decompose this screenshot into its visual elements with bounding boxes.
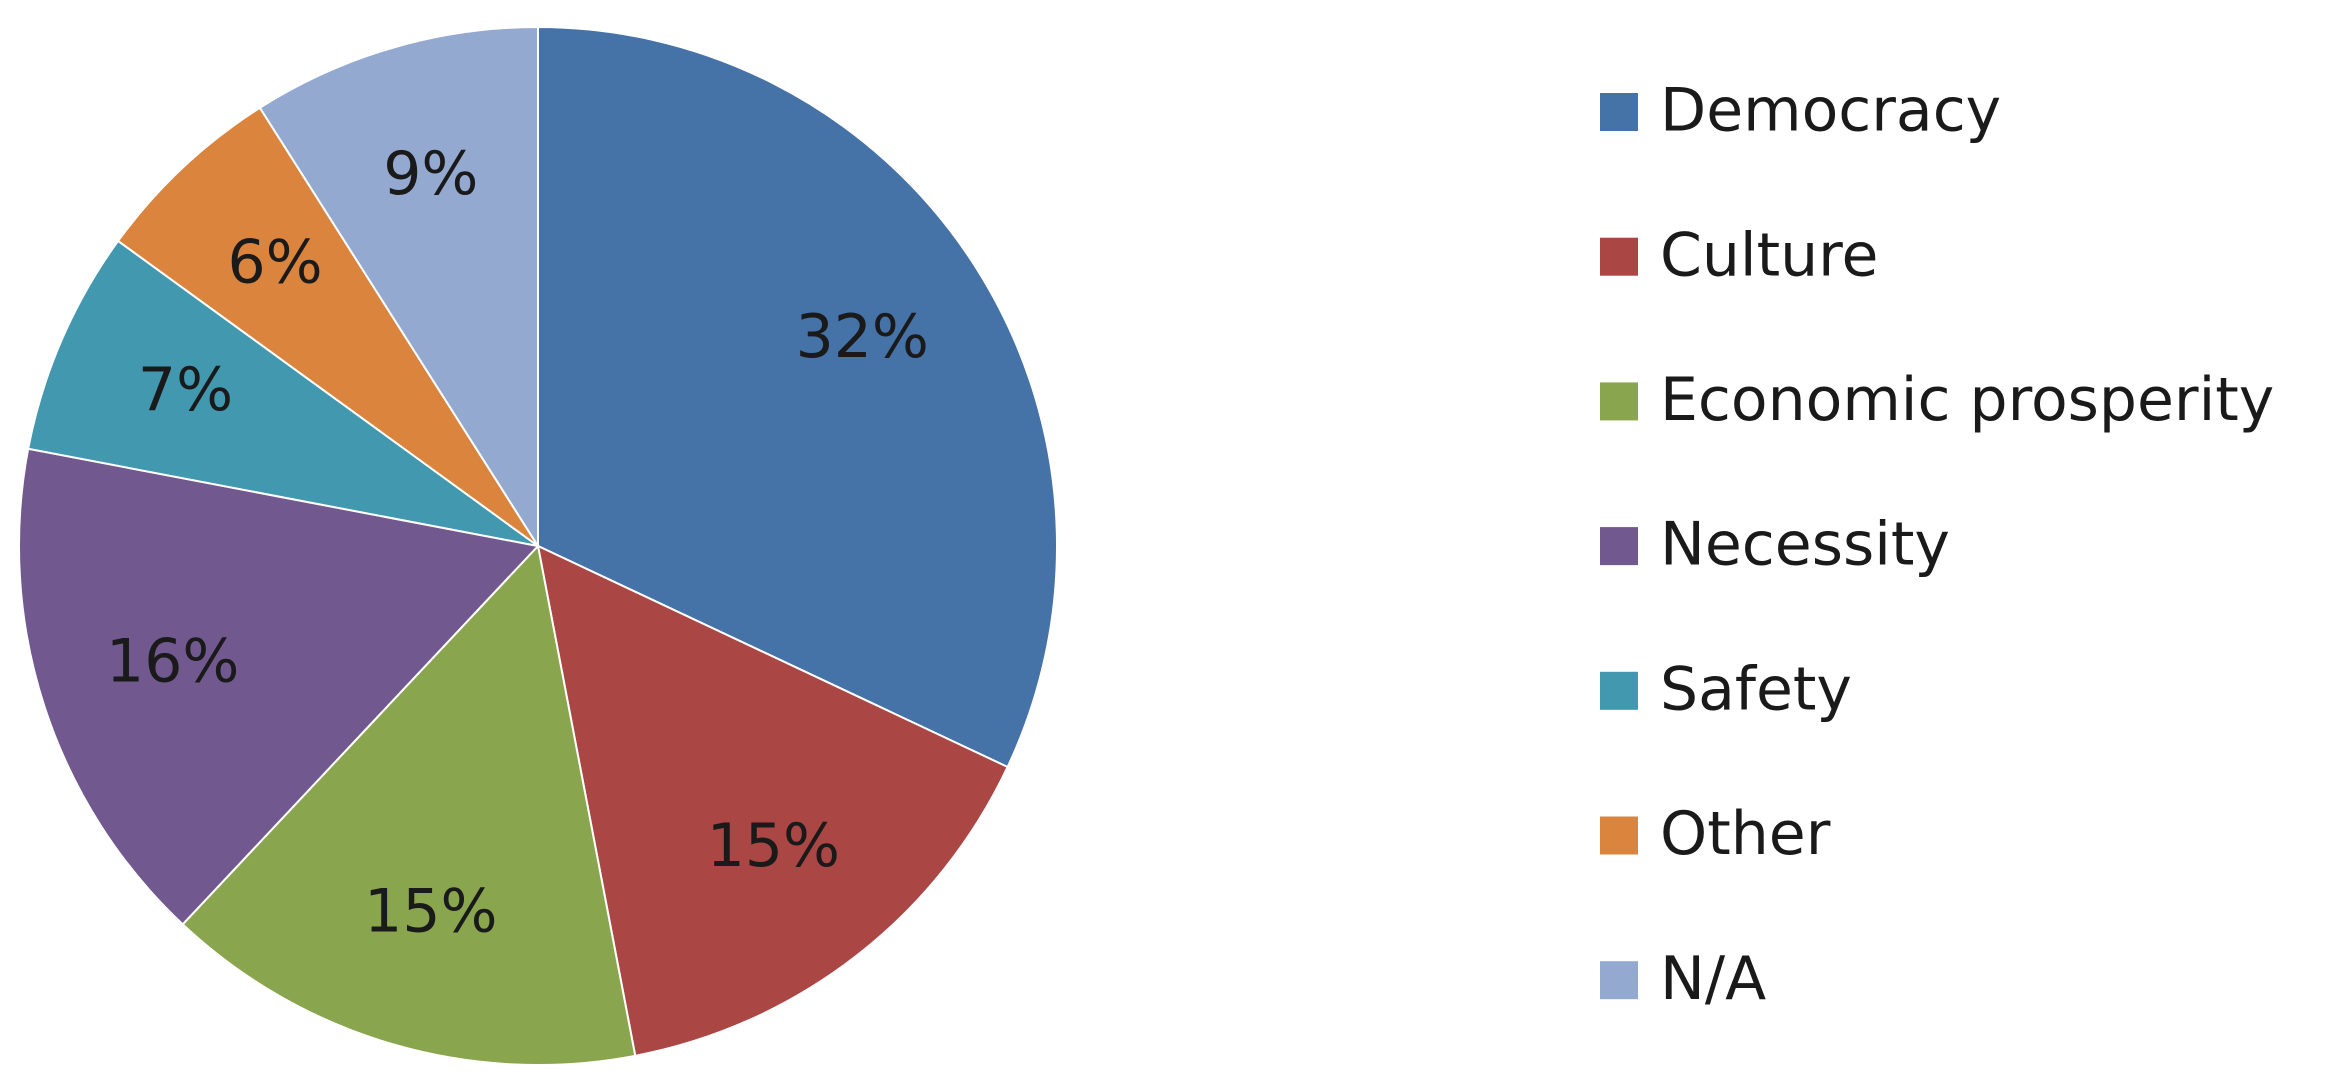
legend-label: Democracy	[1660, 76, 2001, 146]
pie-slice	[116, 106, 539, 547]
legend-label: Economic prosperity	[1660, 365, 2274, 435]
pie-slice	[536, 544, 1009, 1057]
legend-swatch	[1600, 93, 1638, 131]
pie-slice	[537, 25, 1059, 769]
pie-slice	[27, 239, 539, 547]
legend-label: Culture	[1660, 220, 1878, 290]
data-label: 9%	[383, 139, 478, 209]
legend-swatch	[1600, 237, 1638, 276]
legend-swatch	[1600, 961, 1638, 1000]
data-label: 15%	[364, 876, 497, 946]
pie-slice	[258, 25, 539, 550]
legend-swatch	[1600, 671, 1638, 710]
legend-label: Safety	[1660, 654, 1852, 724]
data-label: 7%	[138, 355, 233, 425]
legend-swatch	[1600, 527, 1638, 566]
legend-label: N/A	[1660, 944, 1766, 1014]
data-label: 32%	[796, 302, 929, 372]
legend-label: Necessity	[1660, 510, 1950, 580]
pie-slice	[18, 447, 540, 926]
legend-swatch	[1600, 816, 1638, 855]
legend-label: Other	[1660, 799, 1831, 869]
data-label: 15%	[707, 811, 840, 881]
data-label: 6%	[227, 228, 322, 298]
data-label: 16%	[106, 626, 239, 696]
legend-swatch	[1600, 382, 1638, 421]
pie-slice	[181, 543, 637, 1066]
